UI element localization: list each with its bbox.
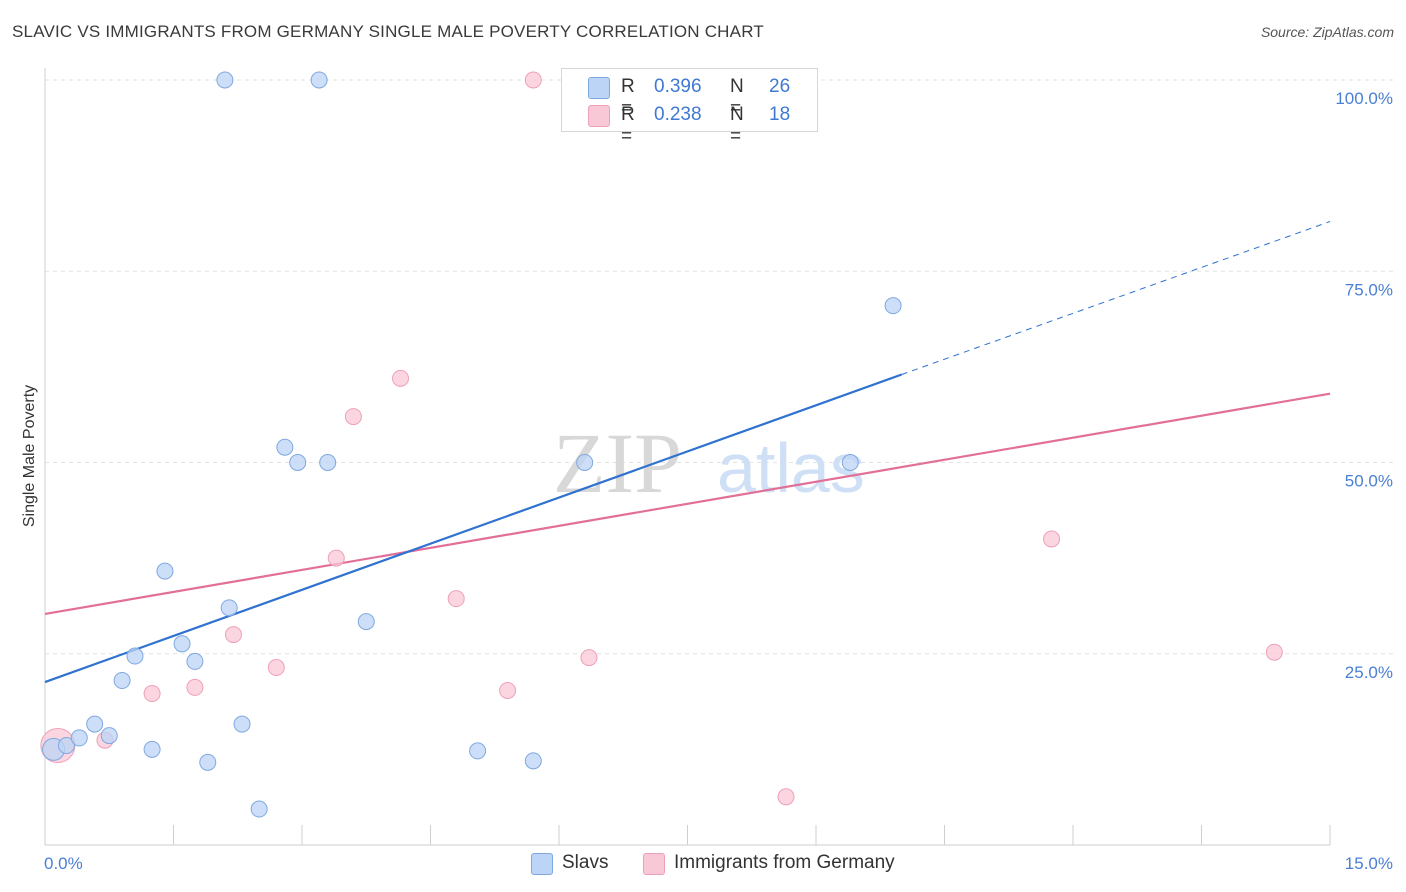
tick-labels: 25.0% 50.0% 75.0% 100.0% 0.0% 15.0% xyxy=(44,89,1393,873)
y-tick-label-75: 75.0% xyxy=(1345,280,1393,299)
slavs-legend-label: Slavs xyxy=(562,852,609,873)
data-points xyxy=(40,71,1283,818)
correlation-legend: R = 0.396 N = 26 R = 0.238 N = 18 xyxy=(561,68,818,147)
germany-legend-label: Immigrants from Germany xyxy=(674,852,895,873)
y-tick-label-100: 100.0% xyxy=(1335,89,1393,108)
slavs-trend-line xyxy=(44,373,903,684)
slavs-point xyxy=(70,729,88,747)
y-tick-label-25: 25.0% xyxy=(1345,663,1393,682)
n-label: N = xyxy=(730,104,744,147)
germany-r-value: 0.238 xyxy=(654,104,702,125)
slavs-point xyxy=(113,672,131,690)
x-tick-label-min: 0.0% xyxy=(44,854,83,873)
slavs-point xyxy=(199,753,217,771)
germany-swatch xyxy=(588,105,610,127)
germany-point xyxy=(499,681,517,699)
slavs-n-value: 26 xyxy=(769,76,791,97)
slavs-point xyxy=(186,652,204,670)
germany-point xyxy=(224,626,242,644)
y-tick-label-50: 50.0% xyxy=(1345,472,1393,491)
germany-point xyxy=(447,590,465,608)
source-label: Source: ZipAtlas.com xyxy=(1260,24,1394,40)
germany-point xyxy=(524,71,542,89)
slavs-point xyxy=(156,562,174,580)
slavs-point xyxy=(524,752,542,770)
slavs-point xyxy=(233,715,251,733)
slavs-point xyxy=(841,454,859,471)
slavs-point xyxy=(469,742,487,760)
axes xyxy=(44,68,1331,846)
germany-n-value: 18 xyxy=(769,104,791,125)
trend-lines xyxy=(44,221,1331,684)
slavs-point xyxy=(310,71,328,89)
germany-point xyxy=(580,649,598,667)
chart-title: SLAVIC VS IMMIGRANTS FROM GERMANY SINGLE… xyxy=(12,22,764,41)
germany-point xyxy=(327,549,345,567)
slavs-swatch xyxy=(588,77,610,99)
slavs-point xyxy=(289,454,307,471)
slavs-point xyxy=(884,297,902,315)
germany-legend-swatch xyxy=(643,853,665,875)
slavs-point xyxy=(126,647,144,665)
slavs-point xyxy=(220,599,238,617)
slavs-point xyxy=(576,454,594,471)
germany-point xyxy=(1265,643,1283,661)
germany-point xyxy=(344,408,362,426)
slavs-trend-extension xyxy=(901,221,1331,375)
slavs-point xyxy=(173,635,191,653)
gridlines xyxy=(45,79,1393,655)
watermark: ZIP atlas xyxy=(553,415,865,511)
germany-trend-line xyxy=(44,392,1331,616)
germany-point xyxy=(143,685,161,703)
x-tick-label-max: 15.0% xyxy=(1345,854,1393,873)
n-label: N = xyxy=(730,76,744,119)
germany-point xyxy=(186,678,204,696)
watermark-zip: ZIP xyxy=(553,415,682,511)
slavs-point xyxy=(216,71,234,89)
germany-point xyxy=(392,369,410,387)
slavs-point xyxy=(143,740,161,758)
y-axis-label: Single Male Poverty xyxy=(21,385,38,527)
slavs-point xyxy=(86,715,104,733)
slavs-point xyxy=(100,727,118,745)
germany-point xyxy=(777,788,795,806)
slavs-point xyxy=(319,454,337,471)
slavs-r-value: 0.396 xyxy=(654,76,702,97)
slavs-point xyxy=(250,800,268,818)
germany-point xyxy=(1043,530,1061,548)
slavs-point xyxy=(57,737,75,755)
germany-point xyxy=(267,659,285,677)
slavs-point xyxy=(276,438,294,456)
r-label: R = xyxy=(621,104,635,147)
slavs-legend-swatch xyxy=(531,853,553,875)
slavs-point xyxy=(357,613,375,631)
r-label: R = xyxy=(621,76,635,119)
